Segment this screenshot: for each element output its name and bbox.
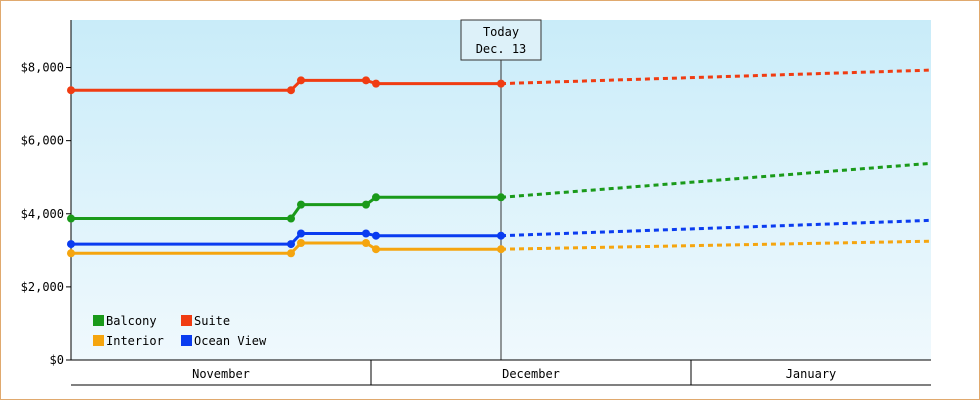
data-point-suite <box>497 79 505 88</box>
y-tick-label: $0 <box>50 353 64 367</box>
legend-label: Suite <box>194 314 230 328</box>
today-callout-box <box>460 19 542 61</box>
month-label: November <box>192 367 250 381</box>
data-point-balcony <box>497 193 505 202</box>
data-point-ocean-view <box>362 229 370 238</box>
data-point-interior <box>362 239 370 248</box>
series-line-ocean-view <box>71 232 501 246</box>
month-label: December <box>502 367 560 381</box>
y-tick-label: $8,000 <box>21 61 64 75</box>
data-point-interior <box>287 249 295 258</box>
y-axis: $0 $2,000 $4,000 $6,000 $8,000 <box>21 20 72 367</box>
legend-swatch <box>93 315 104 326</box>
today-label: Today <box>483 25 519 39</box>
data-point-interior <box>372 245 380 254</box>
x-axis: November December January <box>71 359 931 386</box>
data-point-suite <box>297 76 305 85</box>
data-point-balcony <box>362 200 370 209</box>
data-point-interior <box>297 239 305 248</box>
data-point-balcony <box>67 214 75 223</box>
data-point-suite <box>362 76 370 85</box>
series-line-balcony <box>71 195 501 221</box>
series-layer <box>67 68 932 258</box>
today-marker: Today Dec. 13 <box>460 19 542 360</box>
legend: Balcony Suite Interior Ocean View <box>93 314 267 348</box>
data-point-ocean-view <box>372 231 380 240</box>
series-line-suite <box>71 78 501 92</box>
series-line-interior <box>71 241 501 255</box>
data-point-balcony <box>372 193 380 202</box>
y-tick-label: $6,000 <box>21 134 64 148</box>
data-point-suite <box>372 79 380 88</box>
data-point-balcony <box>297 200 305 209</box>
legend-label: Interior <box>106 334 164 348</box>
y-tick-label: $2,000 <box>21 280 64 294</box>
legend-label: Ocean View <box>194 334 267 348</box>
data-point-suite <box>67 86 75 95</box>
data-point-interior <box>67 249 75 258</box>
data-point-suite <box>287 86 295 95</box>
data-point-interior <box>497 245 505 254</box>
data-point-ocean-view <box>287 240 295 249</box>
data-point-balcony <box>287 214 295 223</box>
legend-swatch <box>181 335 192 346</box>
data-point-ocean-view <box>67 240 75 249</box>
month-label: January <box>786 367 837 381</box>
today-date-label: Dec. 13 <box>476 42 527 56</box>
legend-swatch <box>93 335 104 346</box>
legend-swatch <box>181 315 192 326</box>
legend-label: Balcony <box>106 314 157 328</box>
y-tick-label: $4,000 <box>21 207 64 221</box>
data-point-ocean-view <box>497 231 505 240</box>
data-point-ocean-view <box>297 229 305 238</box>
